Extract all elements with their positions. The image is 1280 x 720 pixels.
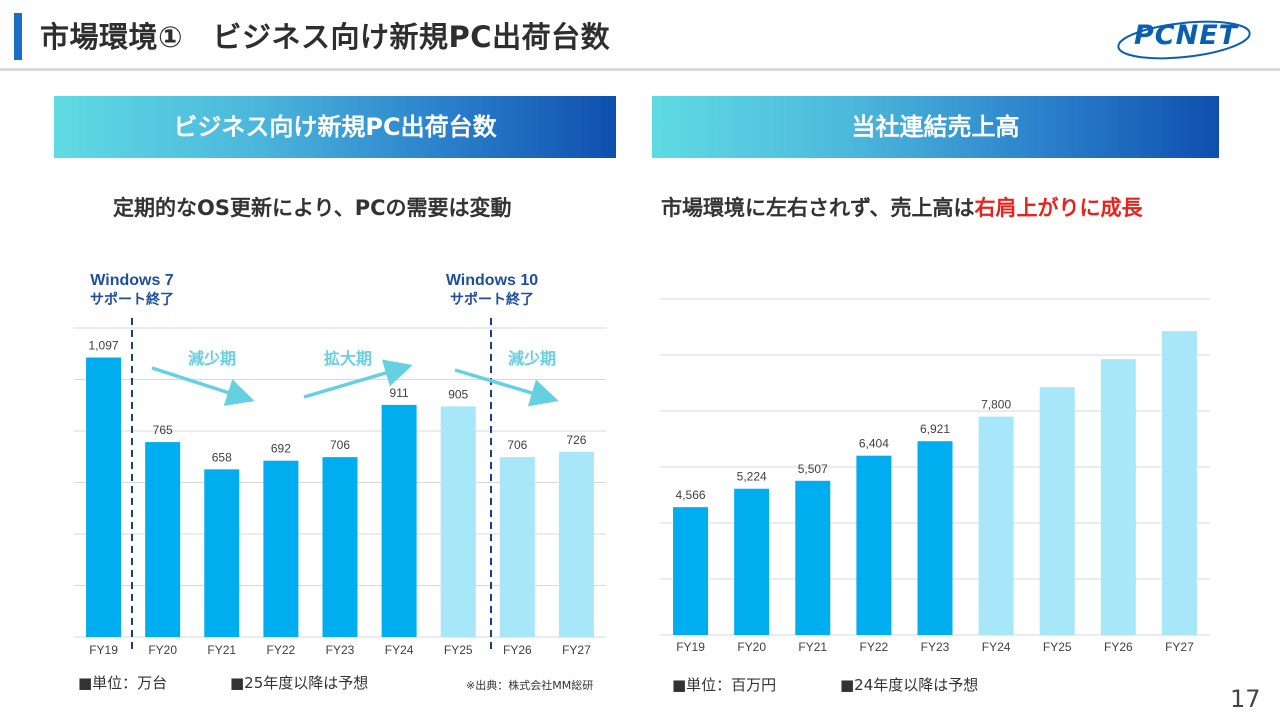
left-tick-label-fy27: FY27: [562, 643, 591, 657]
right-data-label-fy20: 5,224: [737, 470, 767, 484]
right-bar-fy20: [734, 488, 770, 635]
phase-label-decline-2: 減少期: [508, 349, 556, 368]
right-tick-label-fy27: FY27: [1165, 640, 1194, 654]
left-source-note: ※出典：株式会社MM総研: [466, 679, 594, 692]
right-tick-label-fy25: FY25: [1043, 640, 1072, 654]
header-divider: [0, 68, 1280, 71]
decline-arrow-1: [151, 366, 255, 406]
left-data-label-fy23: 706: [330, 438, 350, 452]
phase-label-decline-1: 減少期: [188, 349, 236, 368]
right-tick-label-fy20: FY20: [737, 640, 766, 654]
right-bar-chart: 4,566 FY19 5,224 FY20 5,507 FY21 6,404 FY22 6,92…: [660, 298, 1210, 654]
left-tick-label-fy23: FY23: [326, 643, 355, 657]
right-tick-label-fy23: FY23: [921, 640, 950, 654]
header-accent-bar: [14, 13, 22, 60]
win7-support-end-label: サポート終了: [90, 291, 174, 308]
left-bar-fy21: [204, 469, 240, 637]
left-forecast-note: ■25年度以降は予想: [230, 674, 369, 692]
win10-support-end-label: サポート終了: [450, 291, 534, 308]
left-tick-label-fy20: FY20: [148, 643, 177, 657]
phase-label-growth: 拡大期: [324, 349, 372, 368]
right-tick-label-fy26: FY26: [1104, 640, 1133, 654]
left-tick-label-fy19: FY19: [89, 643, 118, 657]
decline-arrow-2: [454, 368, 559, 407]
left-bar-fy19: [86, 357, 122, 637]
left-chart-subtitle: 定期的なOS更新により、PCの需要は変動: [113, 196, 512, 220]
left-chart-banner: ビジネス向け新規PC出荷台数: [54, 96, 616, 158]
right-tick-label-fy24: FY24: [982, 640, 1011, 654]
left-bar-fy23: [322, 457, 358, 637]
left-bar-fy26: [499, 457, 535, 637]
pcnet-logo: PCNET: [1112, 14, 1262, 62]
growth-arrow: [303, 359, 413, 399]
right-bar-fy25: [1039, 387, 1075, 635]
left-data-label-fy19: 1,097: [89, 339, 119, 353]
logo-swoosh-icon: [1117, 20, 1251, 60]
left-data-label-fy22: 692: [271, 442, 291, 456]
right-chart-subtitle: 市場環境に左右されず、売上高は右肩上がりに成長: [661, 192, 1143, 222]
left-tick-label-fy22: FY22: [267, 643, 296, 657]
right-tick-label-fy19: FY19: [676, 640, 705, 654]
win10-label: Windows 10: [446, 272, 538, 289]
left-bar-fy22: [263, 460, 299, 637]
left-data-label-fy21: 658: [212, 450, 232, 464]
right-data-label-fy21: 5,507: [798, 462, 828, 476]
right-tick-label-fy22: FY22: [860, 640, 889, 654]
logo-text: PCNET: [1134, 20, 1239, 51]
win7-label: Windows 7: [90, 272, 174, 289]
header: 市場環境① ビジネス向け新規PC出荷台数 PCNET: [0, 0, 1280, 71]
right-bar-fy22: [856, 455, 892, 635]
left-unit-note: ■単位：万台: [78, 674, 168, 692]
right-tick-label-fy21: FY21: [798, 640, 827, 654]
right-data-label-fy24: 7,800: [981, 398, 1011, 412]
left-data-label-fy25: 905: [448, 387, 468, 401]
right-bar-fy26: [1100, 359, 1136, 635]
page-number: 17: [1230, 685, 1261, 713]
left-tick-label-fy26: FY26: [503, 643, 532, 657]
left-bar-fy25: [440, 406, 476, 637]
right-data-label-fy23: 6,921: [920, 422, 950, 436]
left-data-label-fy20: 765: [153, 423, 173, 437]
left-data-label-fy27: 726: [566, 433, 586, 447]
right-subtitle-highlight: 右肩上がりに成長: [974, 196, 1143, 220]
left-tick-label-fy25: FY25: [444, 643, 473, 657]
right-forecast-note: ■24年度以降は予想: [840, 676, 979, 694]
left-bar-fy24: [381, 404, 417, 637]
right-data-label-fy22: 6,404: [859, 437, 889, 451]
right-data-label-fy19: 4,566: [676, 488, 706, 502]
left-data-label-fy26: 706: [507, 438, 527, 452]
right-bar-fy21: [795, 480, 831, 635]
left-chart-annotations: Windows 7 サポート終了 Windows 10 サポート終了 減少期 拡…: [90, 272, 559, 650]
left-bar-chart: 1,097 FY19 765 FY20 658 FY21 692 FY22 706 FY23 911…: [74, 327, 606, 657]
left-data-label-fy24: 911: [390, 386, 409, 400]
right-bar-fy23: [917, 441, 953, 635]
right-subtitle-prefix: 市場環境に左右されず、売上高は: [661, 196, 975, 220]
page-title: 市場環境① ビジネス向け新規PC出荷台数: [40, 20, 611, 54]
left-tick-label-fy21: FY21: [207, 643, 236, 657]
right-bar-fy19: [673, 507, 709, 635]
right-bar-fy24: [978, 416, 1014, 635]
left-bar-fy20: [145, 442, 181, 637]
right-chart-banner: 当社連結売上高: [652, 96, 1219, 158]
right-unit-note: ■単位：百万円: [672, 676, 777, 694]
left-bar-fy27: [558, 452, 594, 637]
left-tick-label-fy24: FY24: [385, 643, 414, 657]
right-bar-fy27: [1161, 331, 1197, 635]
